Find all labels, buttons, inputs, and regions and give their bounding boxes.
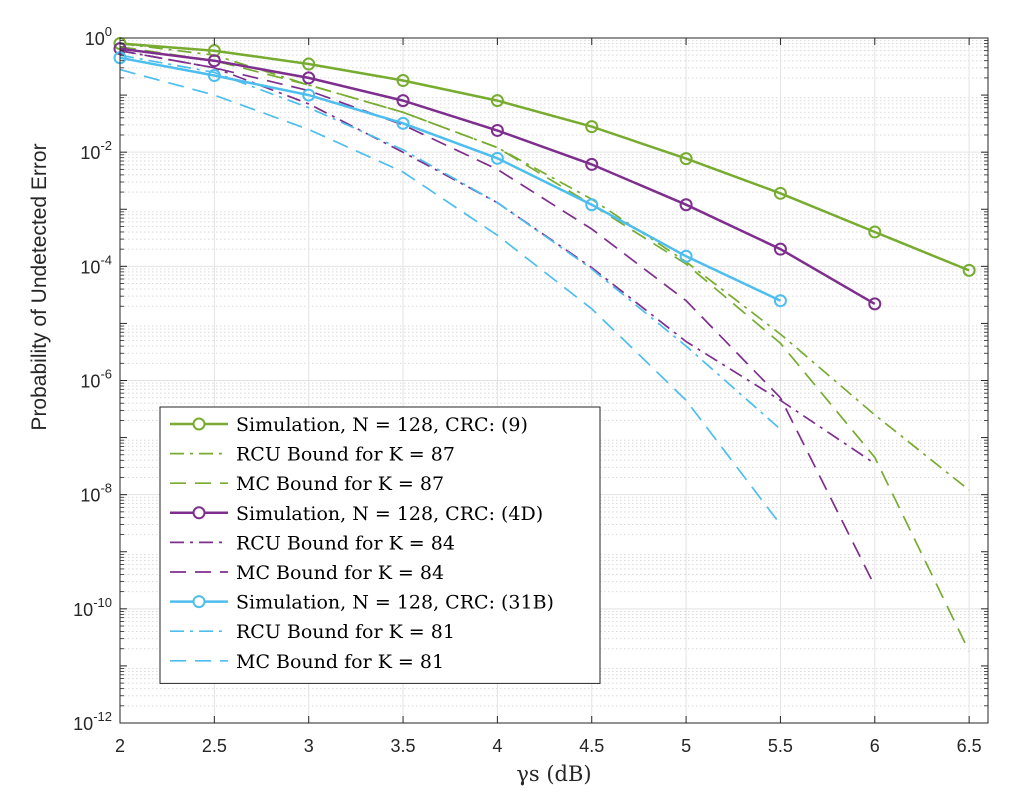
y-tick-label: 10-6 — [80, 367, 112, 392]
data-point — [585, 157, 599, 171]
x-tick-label: 6 — [870, 736, 880, 756]
series-line-6 — [119, 56, 781, 302]
data-point — [207, 54, 221, 68]
y-tick-label: 10-10 — [73, 595, 112, 620]
series-line-5 — [119, 49, 876, 587]
legend: Simulation, N = 128, CRC: (9) RCU Bound f… — [159, 406, 601, 684]
x-tick-label: 4.5 — [579, 736, 604, 756]
x-tick-label: 6.5 — [957, 736, 982, 756]
data-point — [396, 116, 410, 130]
legend-entry-5: MC Bound for K = 84 — [236, 562, 444, 584]
series-line-8 — [119, 68, 782, 526]
legend-marker — [192, 506, 206, 520]
data-point — [396, 94, 410, 108]
y-tick-label: 10-4 — [80, 252, 112, 277]
data-point — [302, 88, 316, 102]
legend-entry-6: Simulation, N = 128, CRC: (31B) — [236, 592, 554, 614]
series-line-2 — [119, 45, 970, 652]
data-point — [585, 198, 599, 212]
y-tick-label: 10-2 — [80, 138, 112, 163]
data-point — [868, 297, 882, 311]
data-point — [962, 263, 976, 277]
legend-entry-7: RCU Bound for K = 81 — [236, 621, 455, 643]
series-line-1 — [119, 42, 970, 491]
legend-entry-8: MC Bound for K = 81 — [236, 651, 444, 673]
x-tick-label: 2 — [115, 736, 125, 756]
series-line-7 — [119, 54, 781, 430]
x-tick-label: 3.5 — [391, 736, 416, 756]
data-point — [773, 242, 787, 256]
legend-marker — [192, 595, 206, 609]
legend-entry-1: RCU Bound for K = 87 — [236, 444, 455, 466]
tick-labels: 2 2.5 3 3.5 4 4.5 5 5.5 6 6.5 100 10-2 10-4 10-6 10-8 1… — [73, 24, 981, 756]
x-tick-label: 2.5 — [202, 736, 227, 756]
data-point — [773, 294, 787, 308]
x-tick-label: 4 — [492, 736, 502, 756]
legend-entry-0: Simulation, N = 128, CRC: (9) — [236, 414, 528, 436]
series-line-0 — [119, 42, 970, 272]
data-point — [302, 71, 316, 85]
legend-marker — [192, 417, 206, 431]
series-line-3 — [119, 47, 876, 305]
data-point — [490, 151, 504, 165]
y-tick-label: 10-8 — [80, 481, 112, 506]
data-point — [679, 249, 693, 263]
axes — [119, 37, 989, 724]
data-point — [207, 69, 221, 83]
x-tick-label: 3 — [304, 736, 314, 756]
y-axis-label: Probability of Undetected Error — [28, 143, 51, 430]
data-point — [396, 74, 410, 88]
y-tick-label: 10-12 — [73, 709, 112, 734]
x-axis-label: γs (dB) — [516, 762, 591, 786]
y-tick-label: 100 — [85, 24, 112, 49]
data-point — [679, 198, 693, 212]
data-point — [490, 123, 504, 137]
x-tick-label: 5 — [681, 736, 691, 756]
data-point — [773, 186, 787, 200]
data-point — [868, 225, 882, 239]
data-point — [585, 120, 599, 134]
data-point — [490, 94, 504, 108]
legend-entry-2: MC Bound for K = 87 — [236, 473, 444, 495]
plot-lines — [113, 37, 976, 652]
x-tick-label: 5.5 — [768, 736, 793, 756]
data-point — [302, 57, 316, 71]
legend-entry-3: Simulation, N = 128, CRC: (4D) — [236, 503, 543, 525]
legend-entry-4: RCU Bound for K = 84 — [236, 532, 455, 554]
data-point — [679, 152, 693, 166]
legend-box — [159, 406, 601, 684]
